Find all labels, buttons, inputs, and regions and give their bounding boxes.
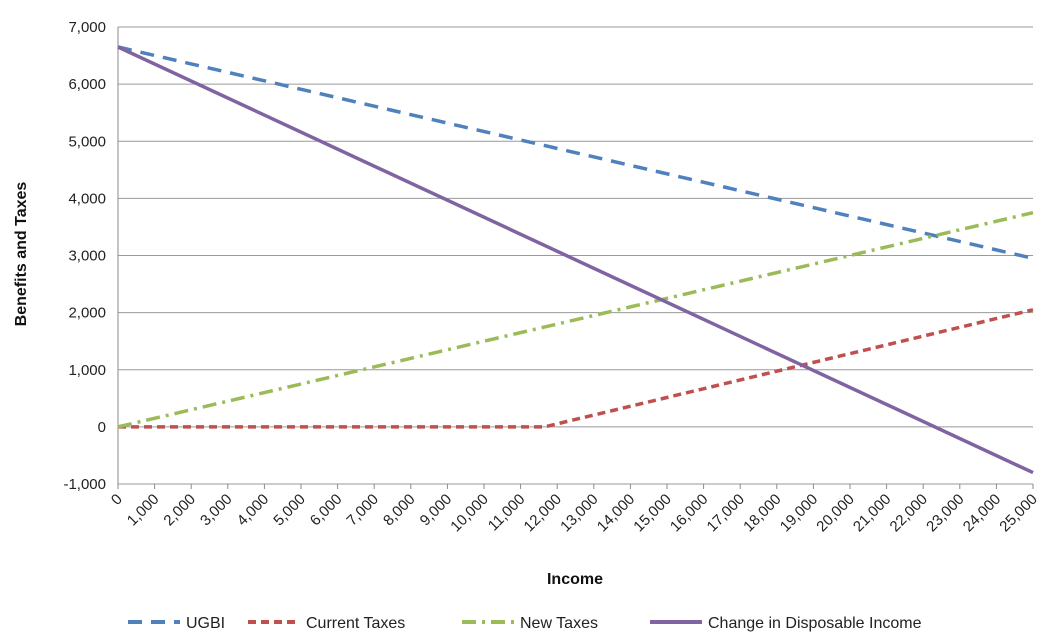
y-tick-label: 3,000 bbox=[68, 248, 106, 265]
legend: UGBI Current Taxes New Taxes Change in Disp… bbox=[128, 615, 922, 632]
legend-label: New Taxes bbox=[520, 615, 598, 632]
x-tick-label: 11,000 bbox=[485, 491, 529, 535]
series-line bbox=[117, 210, 1034, 429]
y-tick-label: 7,000 bbox=[68, 19, 106, 36]
legend-label: UGBI bbox=[186, 615, 225, 632]
y-tick-label: 6,000 bbox=[68, 76, 106, 93]
x-tick-label: 12,000 bbox=[521, 491, 565, 535]
series-line bbox=[117, 45, 1034, 261]
gridlines bbox=[118, 26, 1033, 485]
x-tick-label: 24,000 bbox=[960, 491, 1004, 535]
x-tick-label: 14,000 bbox=[594, 491, 638, 535]
axes bbox=[117, 27, 1034, 489]
x-tick-label: 5,000 bbox=[270, 491, 309, 530]
x-tick-label: 0 bbox=[108, 491, 126, 509]
series-line bbox=[117, 45, 1034, 475]
x-tick-labels: 01,0002,0003,0004,0005,0006,0007,0008,00… bbox=[108, 491, 1041, 535]
y-axis-title: Benefits and Taxes bbox=[13, 182, 30, 327]
x-tick-label: 21,000 bbox=[850, 491, 894, 535]
x-tick-label: 19,000 bbox=[777, 491, 821, 535]
x-tick-label: 22,000 bbox=[887, 491, 931, 535]
series-line bbox=[118, 308, 1034, 429]
x-tick-label: 3,000 bbox=[197, 491, 236, 530]
legend-label: Current Taxes bbox=[306, 615, 405, 632]
x-tick-label: 7,000 bbox=[343, 491, 382, 530]
series-lines bbox=[117, 45, 1034, 475]
x-tick-label: 6,000 bbox=[307, 491, 346, 530]
x-tick-label: 4,000 bbox=[234, 491, 273, 530]
x-tick-label: 2,000 bbox=[160, 491, 199, 530]
y-tick-label: 5,000 bbox=[68, 133, 106, 150]
y-tick-label: 2,000 bbox=[68, 305, 106, 322]
x-tick-label: 16,000 bbox=[667, 491, 711, 535]
x-tick-label: 17,000 bbox=[704, 491, 748, 535]
y-tick-labels: -1,000 0 1,000 2,000 3,000 4,000 5,000 6,000 7,0… bbox=[63, 19, 106, 493]
x-tick-label: 18,000 bbox=[740, 491, 784, 535]
y-tick-label: 1,000 bbox=[68, 362, 106, 379]
y-tick-label: -1,000 bbox=[63, 476, 106, 493]
x-tick-label: 23,000 bbox=[923, 491, 967, 535]
x-tick-label: 15,000 bbox=[630, 491, 674, 535]
y-tick-label: 0 bbox=[98, 419, 106, 436]
x-tick-label: 1,000 bbox=[124, 491, 163, 530]
legend-label: Change in Disposable Income bbox=[708, 615, 922, 632]
x-tick-label: 13,000 bbox=[557, 491, 601, 535]
x-tick-label: 20,000 bbox=[813, 491, 857, 535]
y-tick-label: 4,000 bbox=[68, 190, 106, 207]
x-axis-title: Income bbox=[547, 571, 603, 588]
x-tick-label: 25,000 bbox=[996, 491, 1040, 535]
x-tick-label: 8,000 bbox=[380, 491, 419, 530]
x-tick-label: 10,000 bbox=[447, 491, 491, 535]
